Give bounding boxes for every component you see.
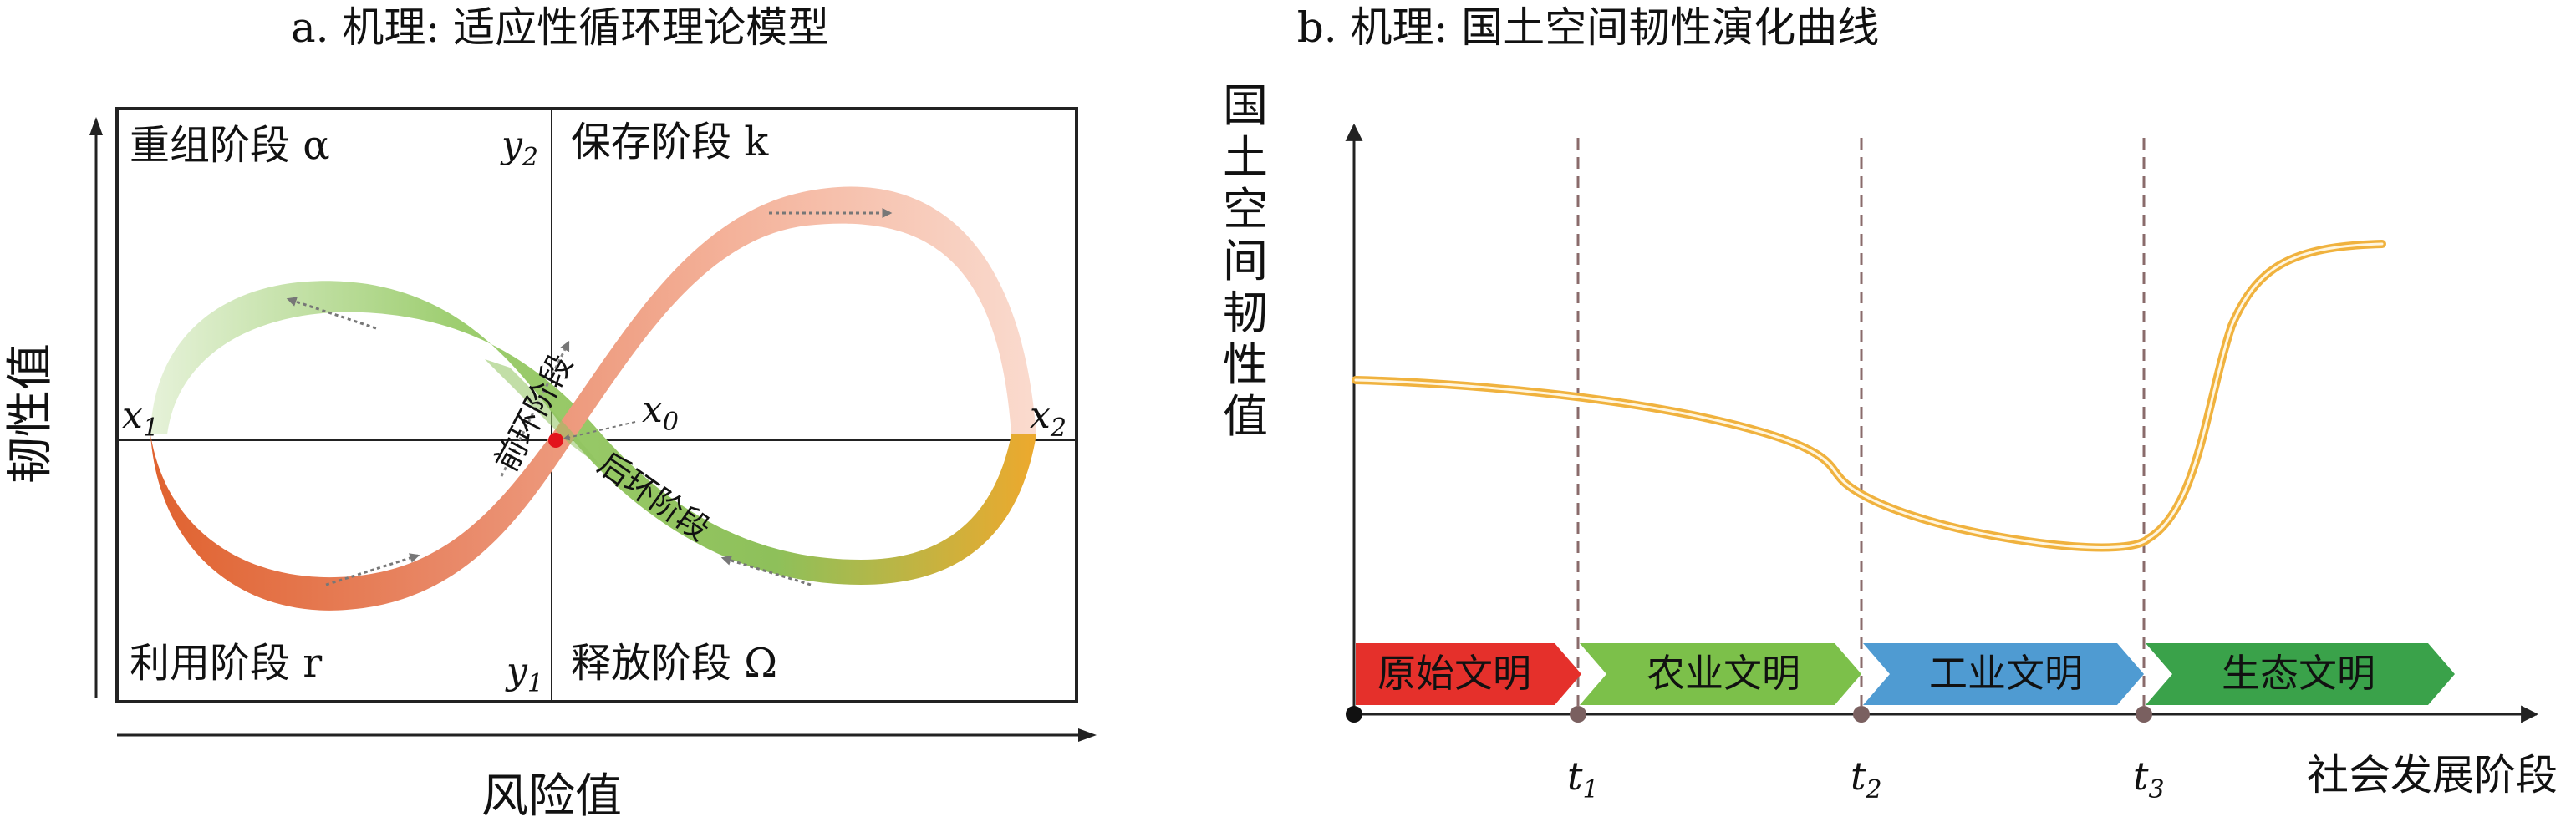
equilibrium-point — [548, 433, 563, 448]
quadrant-conservation: 保存阶段 k — [571, 119, 769, 165]
back-loop-label: 后环阶段 — [592, 445, 717, 548]
y-axis-arrowhead — [89, 117, 103, 135]
arrow-x0-pointer — [563, 421, 636, 441]
stage-industrial: 工业文明 — [1863, 643, 2144, 705]
quadrant-release: 释放阶段 Ω — [571, 640, 777, 687]
label-x2: x2 — [1030, 394, 1067, 443]
stage-primitive-label: 原始文明 — [1377, 651, 1531, 696]
stage-agricultural-label: 农业文明 — [1647, 651, 1800, 696]
back-loop-crossing — [485, 359, 602, 468]
stage-primitive: 原始文明 — [1356, 643, 1581, 705]
resilience-curve-inner — [1354, 242, 2384, 549]
y-axis-label-char: 土 — [1223, 131, 1268, 184]
resilience-curve-outer — [1352, 240, 2386, 552]
y-axis-label-char: 间 — [1223, 235, 1268, 287]
y-axis-label-char: 国 — [1223, 79, 1268, 132]
quadrant-reorganization: 重组阶段 α — [130, 122, 330, 169]
label-y1: y1 — [505, 650, 543, 698]
panel-adaptive-cycle: a. 机理: 适应性循环理论模型 韧性值 风险值 前环阶段 后环阶段 重组 — [0, 0, 1120, 827]
y-axis-label-char: 韧 — [1223, 287, 1268, 339]
back-loop-band — [150, 281, 1036, 585]
panel-b-title: b. 机理: 国土空间韧性演化曲线 — [1297, 3, 1880, 52]
quadrant-exploitation: 利用阶段 r — [130, 640, 322, 687]
arrow-back-bottom — [720, 556, 812, 586]
stage-ecological: 生态文明 — [2146, 643, 2455, 705]
t2-dot — [1853, 706, 1870, 723]
stage-agricultural: 农业文明 — [1580, 643, 1861, 705]
t3-dot — [2136, 706, 2152, 723]
adaptive-cycle-diagram: a. 机理: 适应性循环理论模型 韧性值 风险值 前环阶段 后环阶段 重组 — [3, 3, 1097, 824]
t2-label: t2 — [1851, 753, 1882, 804]
front-loop-band — [150, 186, 1036, 611]
panel-evolution-curve: b. 机理: 国土空间韧性演化曲线 国土空间韧性值 原始文明 农业文明 工业文明 — [1120, 0, 2576, 827]
y-axis-label-char: 空 — [1223, 183, 1268, 236]
y-axis-label-char: 值 — [1223, 390, 1268, 443]
arrow-front-bottom — [325, 553, 420, 586]
t1-dot — [1570, 706, 1586, 723]
label-x0: x0 — [642, 388, 679, 437]
origin-dot — [1346, 706, 1362, 723]
b-x-axis-label: 社会发展阶段 — [2307, 751, 2558, 799]
quadrant-frame — [115, 107, 1078, 703]
t3-label: t3 — [2133, 753, 2165, 804]
t1-label: t1 — [1567, 753, 1599, 804]
label-x1: x1 — [122, 394, 159, 443]
arrow-back-top — [286, 297, 377, 330]
arrow-front-center — [500, 340, 570, 477]
stage-ecological-label: 生态文明 — [2222, 651, 2375, 696]
x-axis-arrowhead — [1078, 728, 1097, 742]
x-axis-label: 风险值 — [481, 769, 622, 824]
y-axis-label: 韧性值 — [3, 343, 58, 484]
panel-a-title: a. 机理: 适应性循环理论模型 — [291, 3, 829, 52]
stage-industrial-label: 工业文明 — [1929, 651, 2083, 696]
label-y2: y2 — [500, 124, 538, 172]
y-axis-label-char: 性 — [1223, 338, 1268, 391]
